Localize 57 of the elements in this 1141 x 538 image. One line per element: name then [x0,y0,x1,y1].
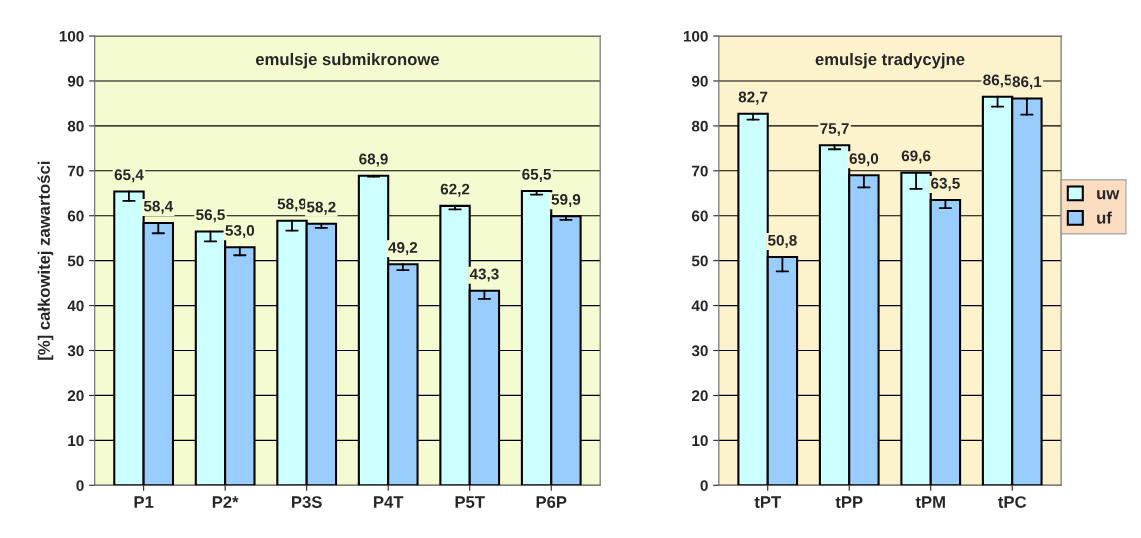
data-label: 86,1 [1012,76,1042,90]
data-label: 58,4 [143,200,174,214]
x-tick-label: P4T [374,496,404,508]
y-tick-label: 90 [67,75,84,87]
y-tick-label: 0 [700,480,708,491]
data-label: 58,9 [277,198,307,212]
y-tick-label: 20 [691,390,708,402]
data-label: 65,4 [114,169,144,183]
x-tick-label: tPT [754,496,781,508]
legend-label: uw [1097,190,1120,200]
y-tick-label: 30 [691,345,708,357]
data-label: 86,5 [983,74,1012,88]
y-tick-label: 60 [67,210,84,222]
data-label: 59,9 [551,194,581,208]
x-tick-label: tPC [998,496,1027,508]
y-tick-label: 40 [691,300,708,312]
y-tick-label: 70 [692,165,708,177]
data-label: 53,0 [225,225,255,239]
data-label: 69,0 [849,153,879,167]
data-label: 68,9 [359,153,388,167]
data-label: 43,3 [469,268,499,282]
text: emulsje tradycyjne [815,52,965,69]
y-axis-title: [%] całkowitej zawartości [37,161,54,360]
y-tick-label: 70 [67,165,84,177]
y-tick-label: 100 [683,30,708,42]
x-tick-label: tPP [835,496,863,508]
y-tick-label: 10 [68,435,84,447]
data-label: 69,6 [901,150,931,164]
text: emulsje submikronowe [255,52,440,69]
data-label: 75,7 [820,123,849,137]
data-label: 50,8 [768,234,797,248]
y-tick-label: 0 [76,480,84,491]
y-tick-label: 10 [692,435,708,447]
x-tick-label: P3S [292,496,322,508]
data-label: 63,5 [931,177,960,191]
y-tick-label: 50 [67,255,84,267]
x-tick-label: P5T [455,496,485,508]
y-tick-label: 20 [67,390,84,402]
data-label: 49,2 [388,242,418,256]
x-tick-label: P1 [134,496,154,508]
y-tick-label: 90 [691,75,708,87]
y-tick-label: 30 [67,345,84,357]
data-label: 82,7 [738,91,768,105]
x-tick-label: P2* [212,496,239,508]
y-tick-label: 80 [691,120,708,132]
y-tick-label: 40 [67,300,84,312]
y-tick-label: 80 [67,120,84,132]
data-label: 58,2 [306,201,336,215]
data-label: 62,2 [440,183,470,197]
data-label: 56,5 [196,209,225,223]
data-label: 65,5 [522,168,552,182]
legend-label: uf [1097,211,1112,224]
y-tick-label: 100 [59,30,84,42]
y-tick-label: 50 [691,255,708,267]
x-tick-label: P6P [536,496,567,508]
x-tick-label: tPM [915,496,945,508]
y-tick-label: 60 [691,210,708,222]
